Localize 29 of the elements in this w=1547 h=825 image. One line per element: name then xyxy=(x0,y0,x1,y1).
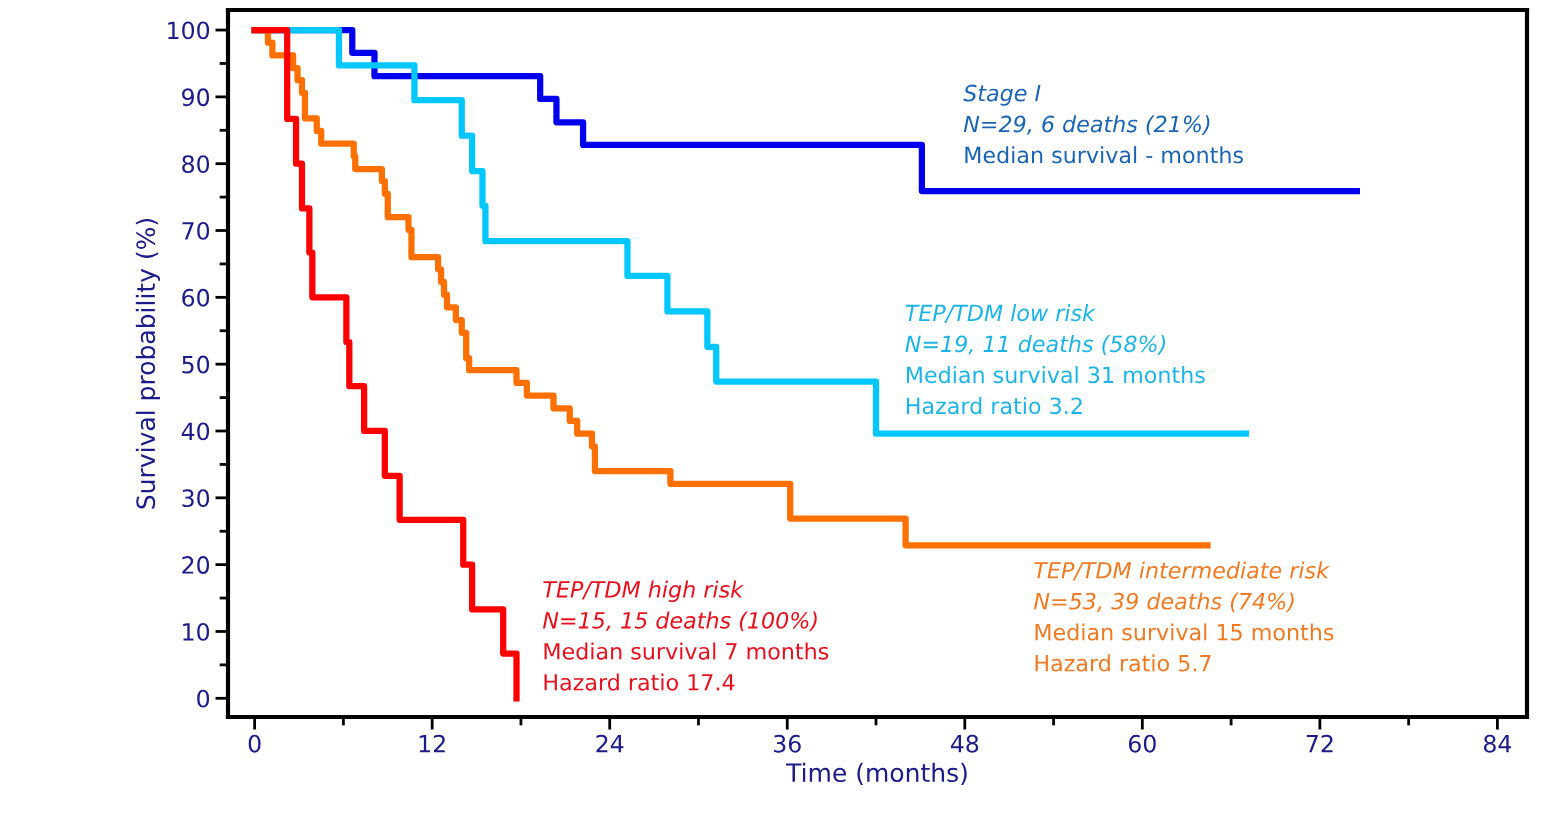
y-tick-label: 10 xyxy=(183,622,210,641)
annotation: N=15, 15 deaths (100%) Median survival 7 months Hazard ratio 17.4 xyxy=(542,611,829,691)
x-tick-label: 60 xyxy=(1128,734,1156,753)
x-tick-label: 48 xyxy=(950,734,979,753)
text: Stage I xyxy=(963,84,1041,106)
annotation: N=29, 6 deaths (21%) Median survival - months xyxy=(963,115,1243,164)
series-label: TEP/TDM intermediate risk xyxy=(1034,561,1330,581)
y-tick-label: 100 xyxy=(168,21,210,40)
y-tick-label: 30 xyxy=(182,489,210,508)
y-tick-label: 50 xyxy=(182,355,210,374)
x-tick-label: 84 xyxy=(1483,734,1512,753)
annotation: N=19, 11 deaths (58%) Median survival 31 months Hazard ratio 3.2 xyxy=(905,335,1205,415)
x-tick-label: 36 xyxy=(774,734,801,753)
x-tick-label: 24 xyxy=(596,734,624,753)
y-axis-title: Survival probability (%) xyxy=(135,218,161,509)
y-tick-label: 90 xyxy=(182,88,210,107)
series-label: TEP/TDM high risk xyxy=(543,580,744,603)
text: TEP/TDM low risk xyxy=(905,304,1096,324)
y-tick-label: 60 xyxy=(182,288,210,307)
y-tick-label: 40 xyxy=(181,422,210,441)
y-tick-label: 0 xyxy=(197,689,210,708)
annotation: N=53, 39 deaths (74%) Median survival 15 months Hazard ratio 5.7 xyxy=(1033,592,1334,672)
x-axis-title: Time (months) xyxy=(786,762,967,786)
x-tick-label: 0 xyxy=(248,734,261,753)
y-tick-label: 70 xyxy=(182,221,210,240)
x-tick-label: 72 xyxy=(1306,734,1333,753)
x-tick-label: 12 xyxy=(419,734,445,753)
y-tick-label: 20 xyxy=(182,556,210,574)
y-tick-label: 80 xyxy=(182,155,210,173)
